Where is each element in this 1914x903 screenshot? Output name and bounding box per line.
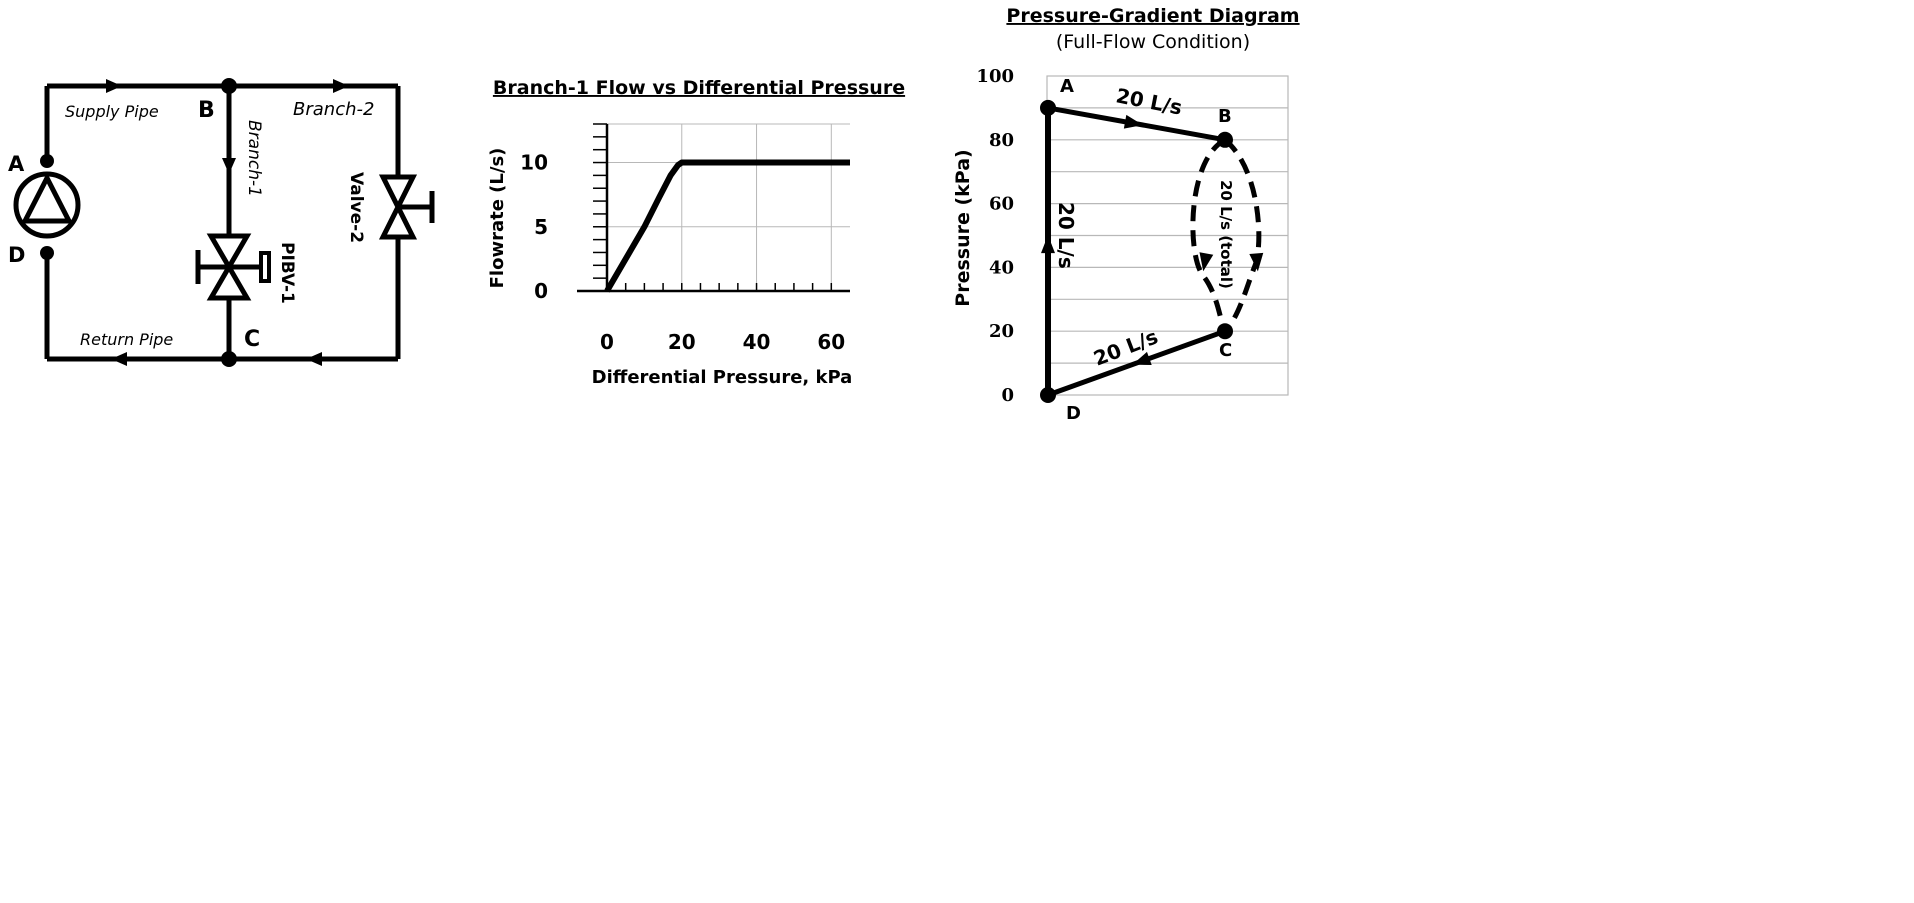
pibv-1-label: PIBV-1 (277, 242, 297, 304)
pd-y-tick-label: 0 (1001, 385, 1014, 406)
pd-y-tick-label: 40 (989, 257, 1014, 278)
point-c-label: C (1219, 340, 1232, 361)
flow-y-tick-label: 0 (534, 279, 548, 303)
pressure-diagram-arrows (1041, 114, 1264, 366)
pd-point-c-dot (1217, 323, 1233, 340)
circuit-schematic (13, 83, 435, 362)
flow-chart-axes (577, 124, 850, 293)
point-d-label: D (1066, 403, 1081, 424)
node-b-label: B (198, 98, 215, 123)
flow-series-line (604, 159, 850, 293)
flow-chart-minor-ticks (593, 123, 833, 291)
pd-arrow-bc2-icon (1249, 252, 1264, 272)
pd-y-tick-label: 100 (976, 66, 1014, 87)
node-a-label: A (8, 152, 25, 176)
node-d-label: D (8, 243, 25, 267)
pd-arrow-ab-icon (1123, 114, 1143, 129)
pressure-diagram-points (1040, 99, 1233, 403)
segment-b-to-c-branch-1 (1190, 137, 1228, 333)
flow-x-tick-label: 20 (668, 330, 696, 354)
flow-x-tick-label: 60 (817, 330, 845, 354)
circuit-junctions (40, 78, 237, 367)
flow-label-bc: 20 L/s (total) (1217, 180, 1235, 289)
valve-2-label: Valve-2 (346, 172, 366, 243)
flow-x-tick-label: 40 (743, 330, 771, 354)
valve-2-icon (378, 174, 435, 240)
flow-chart-ylabel: Flowrate (L/s) (487, 148, 508, 289)
circuit-labels: A D B C Supply Pipe Return Pipe Branch-2… (8, 98, 374, 352)
pressure-diagram-y-tick-labels: 0 20 40 60 80 100 (976, 66, 1014, 406)
junction-c-dot (221, 351, 237, 367)
pd-point-b-dot (1217, 131, 1233, 148)
junction-d-dot (40, 246, 54, 260)
flow-chart-title: Branch-1 Flow vs Differential Pressure (493, 77, 905, 99)
branch2-arrow-icon (333, 79, 349, 93)
pd-arrow-cd-icon (1132, 351, 1152, 366)
pd-y-tick-label: 20 (989, 321, 1014, 342)
pressure-diagram-ylabel: Pressure (kPa) (952, 149, 974, 306)
pd-point-d-dot (1040, 387, 1056, 403)
pressure-diagram-grid (1046, 75, 1289, 396)
pibv-1-icon (195, 233, 271, 301)
pd-y-tick-label: 60 (989, 194, 1014, 215)
node-c-label: C (244, 327, 260, 352)
flow-chart-xlabel: Differential Pressure, kPa (592, 367, 853, 388)
flow-label-da: 20 L/s (1054, 202, 1078, 269)
pd-point-a-dot (1040, 99, 1056, 116)
junction-a-dot (40, 154, 54, 168)
pd-arrow-da-icon (1041, 235, 1055, 254)
flow-chart: Branch-1 Flow vs Differential Pressure 0… (487, 77, 905, 388)
flow-chart-y-tick-labels: 0 5 10 (520, 151, 548, 303)
flow-chart-x-tick-labels: 0 20 40 60 (600, 330, 845, 354)
junction-b-dot (221, 78, 237, 94)
pressure-diagram: Pressure-Gradient Diagram (Full-Flow Con… (952, 5, 1300, 424)
flow-chart-grid (607, 123, 850, 291)
return-right-arrow-icon (306, 352, 322, 366)
flow-y-tick-label: 10 (520, 151, 548, 175)
pressure-diagram-title: Pressure-Gradient Diagram (1006, 5, 1299, 27)
pump-triangle-icon (20, 172, 74, 224)
branch1-label: Branch-1 (244, 120, 264, 197)
point-b-label: B (1218, 106, 1232, 127)
pressure-diagram-subtitle: (Full-Flow Condition) (1056, 31, 1250, 53)
flow-label-ab: 20 L/s (1114, 83, 1184, 119)
point-a-label: A (1060, 76, 1074, 97)
branch2-label: Branch-2 (293, 99, 374, 120)
return-left-arrow-icon (111, 352, 127, 366)
flow-x-tick-label: 0 (600, 330, 614, 354)
circuit-flow-arrows (106, 79, 349, 366)
supply-arrow-icon (106, 79, 122, 93)
supply-pipe-label: Supply Pipe (65, 102, 159, 121)
pd-y-tick-label: 80 (989, 130, 1014, 151)
branch1-arrow-icon (222, 158, 236, 174)
pd-arrow-bc1-icon (1199, 252, 1214, 272)
return-pipe-label: Return Pipe (80, 330, 173, 349)
flow-y-tick-label: 5 (534, 215, 548, 239)
